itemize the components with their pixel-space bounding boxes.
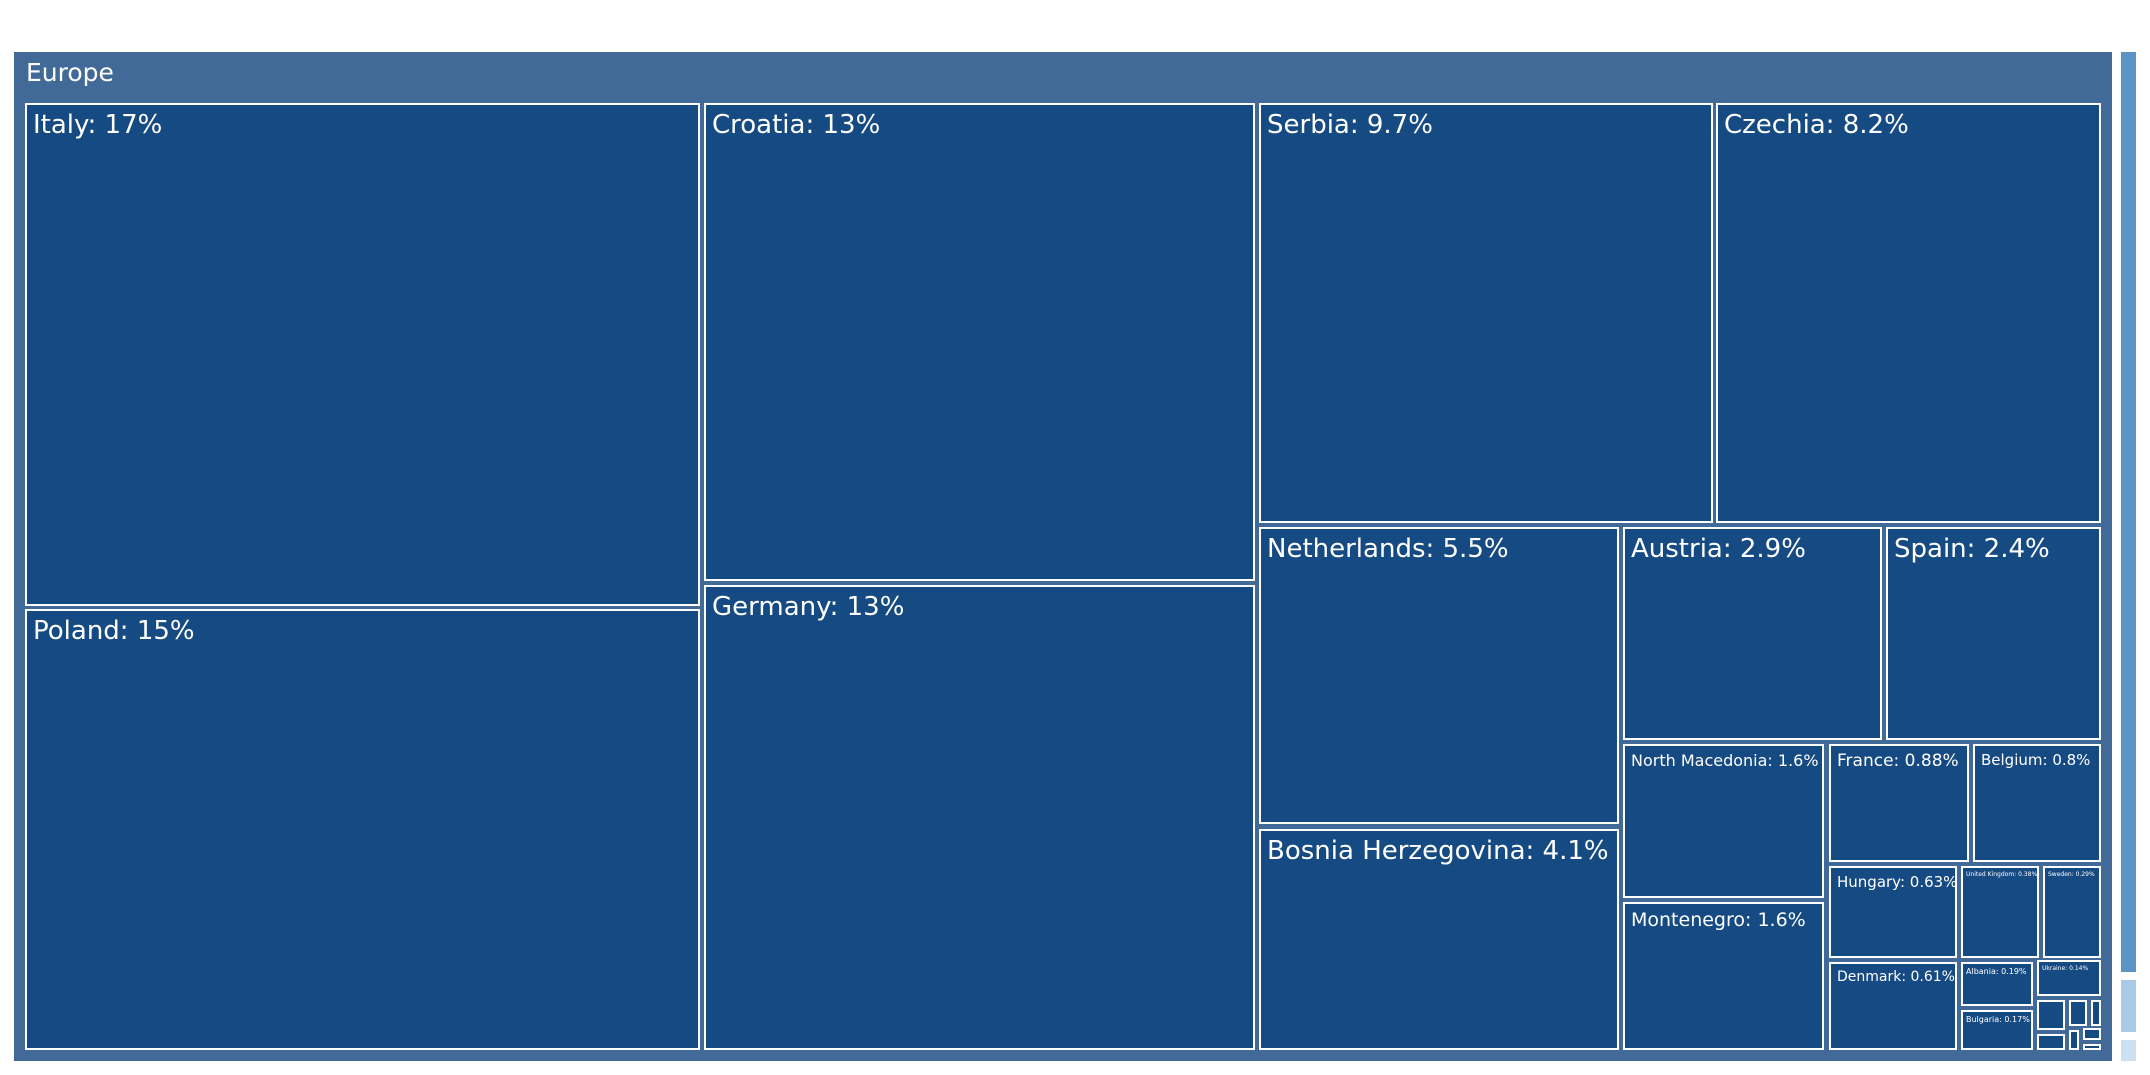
- tile-label: Belgium: 0.8%: [1981, 751, 2091, 769]
- tile-netherlands: Netherlands: 5.5%: [1259, 527, 1619, 824]
- tile-croatia: Croatia: 13%: [704, 103, 1255, 581]
- color-scale-segment: [2121, 1040, 2136, 1061]
- tile-label: Croatia: 13%: [712, 110, 881, 140]
- tile-montenegro: Montenegro: 1.6%: [1623, 902, 1824, 1050]
- tile-label: Netherlands: 5.5%: [1267, 534, 1509, 564]
- tile-label: Hungary: 0.63%: [1837, 873, 1957, 891]
- color-scale-segment: [2121, 980, 2136, 1032]
- tile-label: United Kingdom: 0.38%: [1966, 871, 2038, 878]
- tile-label: Ukraine: 0.14%: [2042, 965, 2089, 972]
- tile-label: Montenegro: 1.6%: [1631, 909, 1806, 931]
- tile-italy: Italy: 17%: [25, 103, 700, 606]
- tile-belgium: Belgium: 0.8%: [1973, 744, 2101, 862]
- tile-spain: Spain: 2.4%: [1886, 527, 2101, 740]
- tile-sweden: Sweden: 0.29%: [2043, 866, 2101, 958]
- tile-germany: Germany: 13%: [704, 585, 1255, 1050]
- tile-label: Austria: 2.9%: [1631, 534, 1806, 564]
- tile-united-kingdom: United Kingdom: 0.38%: [1961, 866, 2039, 958]
- tile-unlabeled: [2091, 1000, 2101, 1026]
- tile-czechia: Czechia: 8.2%: [1716, 103, 2101, 523]
- tile-label: Albania: 0.19%: [1966, 967, 2027, 976]
- tile-label: Germany: 13%: [712, 592, 905, 622]
- tile-unlabeled: [2037, 1000, 2065, 1030]
- tile-poland: Poland: 15%: [25, 609, 700, 1050]
- tile-label: France: 0.88%: [1837, 751, 1959, 771]
- tile-bulgaria: Bulgaria: 0.17%: [1961, 1010, 2033, 1050]
- tile-unlabeled: [2083, 1028, 2101, 1040]
- tile-austria: Austria: 2.9%: [1623, 527, 1882, 740]
- tile-north-macedonia: North Macedonia: 1.6%: [1623, 744, 1824, 898]
- color-scale-segment: [2121, 52, 2136, 972]
- tile-unlabeled: [2069, 1000, 2087, 1026]
- tile-albania: Albania: 0.19%: [1961, 962, 2033, 1006]
- tile-label: Bosnia Herzegovina: 4.1%: [1267, 836, 1609, 866]
- tile-ukraine: Ukraine: 0.14%: [2037, 960, 2101, 996]
- tile-unlabeled: [2037, 1034, 2065, 1050]
- europe-root-label: Europe: [26, 58, 114, 87]
- tile-france: France: 0.88%: [1829, 744, 1969, 862]
- tile-unlabeled: [2083, 1044, 2101, 1050]
- tile-label: Czechia: 8.2%: [1724, 110, 1909, 140]
- tile-hungary: Hungary: 0.63%: [1829, 866, 1957, 958]
- tile-label: Bulgaria: 0.17%: [1966, 1015, 2030, 1024]
- tile-label: Serbia: 9.7%: [1267, 110, 1433, 140]
- tile-bosnia-herzegovina: Bosnia Herzegovina: 4.1%: [1259, 829, 1619, 1050]
- tile-label: Poland: 15%: [33, 616, 195, 646]
- tile-label: Italy: 17%: [33, 110, 163, 140]
- tile-label: North Macedonia: 1.6%: [1631, 751, 1819, 770]
- tile-label: Denmark: 0.61%: [1837, 969, 1955, 985]
- tile-serbia: Serbia: 9.7%: [1259, 103, 1713, 523]
- tile-label: Spain: 2.4%: [1894, 534, 2050, 564]
- tile-unlabeled: [2069, 1030, 2079, 1050]
- tile-label: Sweden: 0.29%: [2048, 871, 2095, 878]
- tile-denmark: Denmark: 0.61%: [1829, 962, 1957, 1050]
